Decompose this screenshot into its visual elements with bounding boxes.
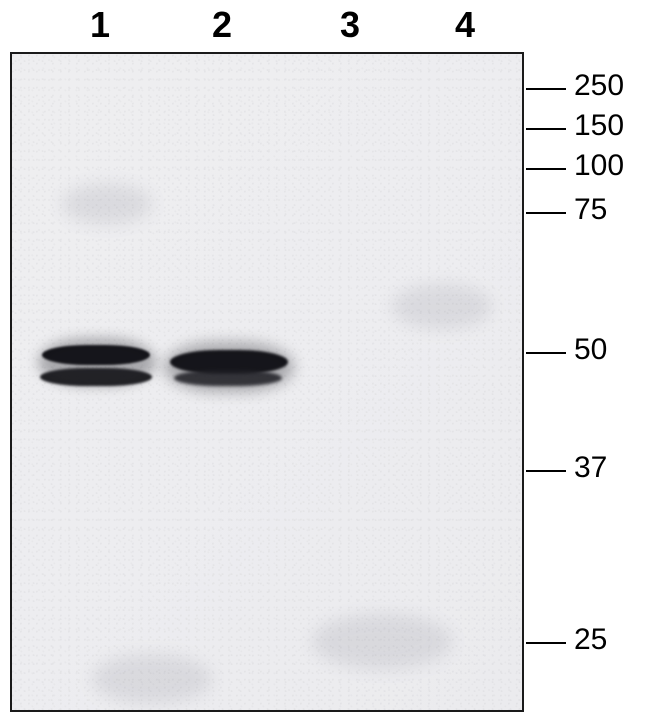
mw-label-100: 100 [574, 149, 624, 183]
mw-tick-150 [526, 128, 566, 130]
lane-label-2: 2 [212, 4, 232, 46]
mw-label-25: 25 [574, 623, 607, 657]
mw-label-250: 250 [574, 69, 624, 103]
mw-label-50: 50 [574, 333, 607, 367]
band-lane2-5 [164, 342, 294, 392]
mw-tick-25 [526, 642, 566, 644]
smudge-1 [312, 614, 452, 669]
lane-label-1: 1 [90, 4, 110, 46]
lane-label-3: 3 [340, 4, 360, 46]
western-blot-membrane [10, 52, 524, 712]
mw-label-75: 75 [574, 193, 607, 227]
mw-tick-50 [526, 352, 566, 354]
smudge-2 [392, 284, 492, 329]
mw-label-37: 37 [574, 451, 607, 485]
mw-tick-75 [526, 212, 566, 214]
band-lane1-2 [38, 338, 156, 386]
mw-tick-37 [526, 470, 566, 472]
mw-label-150: 150 [574, 109, 624, 143]
mw-tick-250 [526, 88, 566, 90]
lane-label-4: 4 [455, 4, 475, 46]
smudge-3 [92, 654, 212, 704]
smudge-0 [62, 184, 152, 224]
mw-tick-100 [526, 168, 566, 170]
